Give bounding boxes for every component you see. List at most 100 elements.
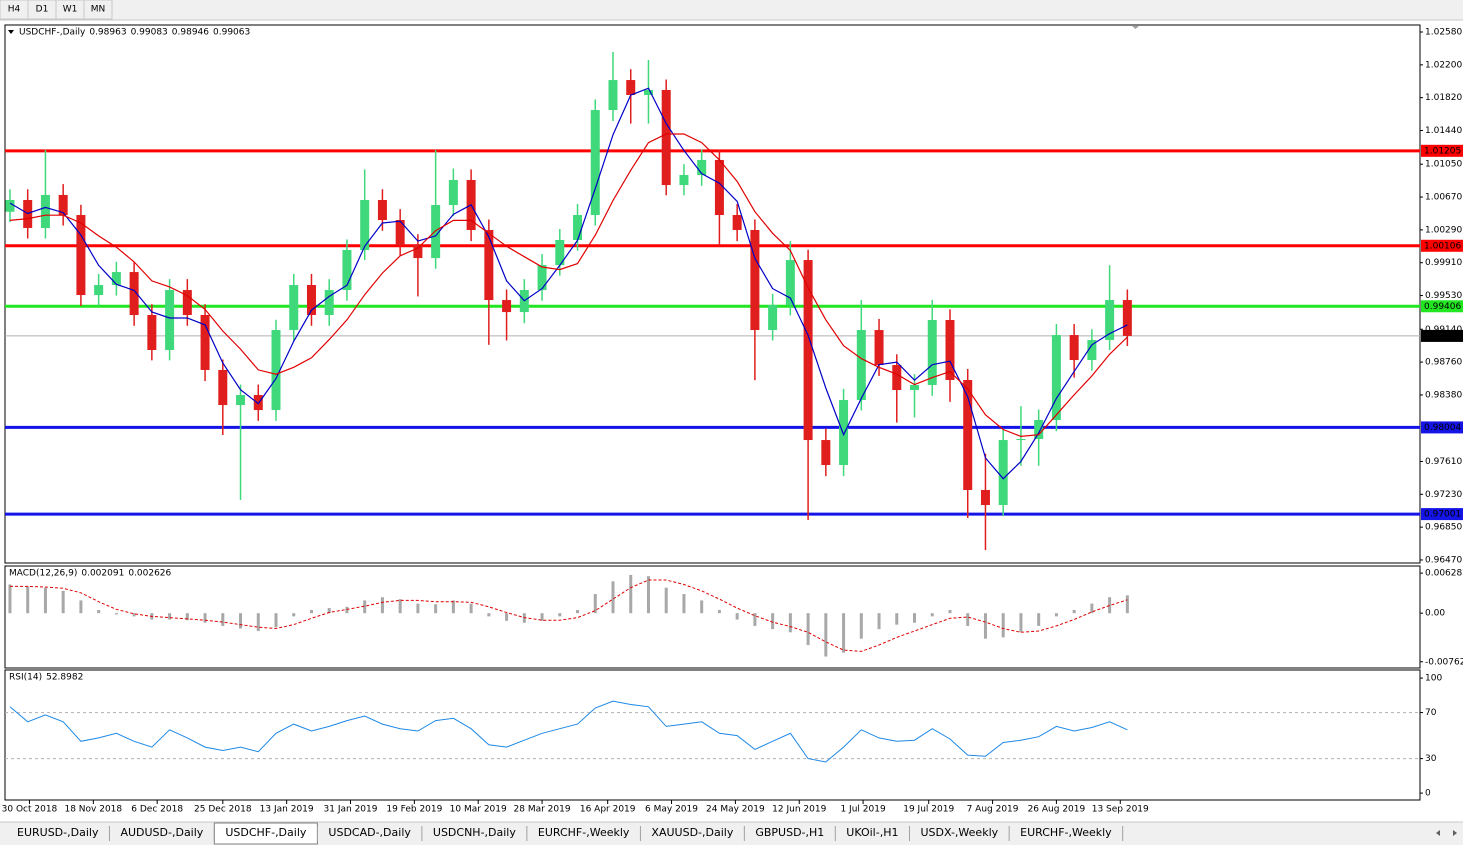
- rsi-line: [9, 700, 1128, 763]
- tab-label[interactable]: GBPUSD-,H1: [755, 826, 824, 839]
- macd-bar: [327, 608, 331, 614]
- y-tick-label: 0.98760: [1425, 358, 1462, 368]
- x-tick-label: 13 Sep 2019: [1092, 805, 1149, 815]
- tab-label[interactable]: AUDUSD-,Daily: [120, 826, 203, 839]
- candle-body: [324, 290, 334, 315]
- indicator-header: 0.99083: [131, 28, 168, 38]
- candle-body: [573, 215, 583, 240]
- macd-bar: [593, 594, 597, 614]
- y-tick-label: 0.97610: [1425, 457, 1462, 467]
- macd-bar: [26, 586, 30, 614]
- candle-body: [679, 175, 689, 186]
- y-tick-label: 0.00: [1425, 609, 1445, 619]
- candle-body: [94, 285, 104, 296]
- macd-bar: [895, 613, 899, 625]
- y-tick-label: -0.00762: [1425, 657, 1463, 667]
- macd-bar: [239, 613, 243, 629]
- timeframe-label[interactable]: H4: [8, 5, 21, 15]
- macd-bar: [434, 604, 438, 614]
- indicator-header: 0.002091: [81, 569, 124, 579]
- candle-body: [661, 89, 671, 186]
- macd-bar: [132, 613, 136, 617]
- macd-bar: [576, 609, 580, 614]
- candle-body: [182, 290, 192, 315]
- tab-label[interactable]: USDCNH-,Daily: [433, 826, 516, 839]
- tab-label[interactable]: USDX-,Weekly: [920, 826, 998, 839]
- macd-bar: [1108, 597, 1112, 614]
- timeframe-label[interactable]: D1: [36, 5, 49, 15]
- candle-body: [1105, 300, 1115, 340]
- timeframe-label[interactable]: W1: [63, 5, 78, 15]
- level-label-box: [1421, 239, 1463, 252]
- rsi-panel: [4, 669, 1421, 801]
- candle-body: [1051, 335, 1061, 420]
- x-tick-label: 18 Nov 2018: [64, 805, 122, 815]
- macd-bar: [629, 574, 633, 614]
- moving-average: [9, 87, 1128, 480]
- candle-body: [360, 199, 370, 251]
- timeframe-label[interactable]: MN: [91, 5, 106, 15]
- indicator-header: MACD(12,26,9): [9, 569, 77, 579]
- candle-body: [856, 330, 866, 401]
- candle-body: [750, 229, 760, 331]
- x-tick-label: 25 Dec 2018: [194, 805, 252, 815]
- candle-body: [980, 489, 990, 506]
- tab-label[interactable]: XAUUSD-,Daily: [651, 826, 733, 839]
- y-tick-label: 0: [1425, 789, 1431, 799]
- macd-bar: [292, 613, 296, 617]
- macd-bar: [221, 613, 225, 626]
- x-tick-label: 28 Mar 2019: [514, 805, 571, 815]
- tab-label[interactable]: EURCHF-,Weekly: [538, 826, 630, 839]
- macd-bar: [877, 613, 881, 630]
- macd-bar: [398, 599, 402, 614]
- x-tick-label: 6 May 2019: [645, 805, 698, 815]
- tab-scroll-right[interactable]: [1453, 830, 1457, 836]
- macd-bar: [469, 603, 473, 614]
- candle-body: [236, 395, 246, 406]
- macd-bar: [788, 613, 792, 633]
- candle-body: [253, 395, 263, 411]
- candle-body: [271, 330, 281, 411]
- tab-label[interactable]: USDCHF-,Daily: [225, 826, 307, 839]
- tab-label[interactable]: EURCHF-,Weekly: [1020, 826, 1112, 839]
- x-tick-label: 30 Oct 2018: [2, 805, 58, 815]
- x-tick-label: 6 Dec 2018: [131, 805, 183, 815]
- candle-body: [590, 110, 600, 216]
- indicator-header: 0.98946: [172, 28, 209, 38]
- macd-bar: [753, 613, 757, 626]
- level-label: 1.01205: [1424, 146, 1461, 156]
- macd-bar: [806, 613, 810, 646]
- tab-bar: [0, 822, 1463, 845]
- macd-bar: [168, 613, 172, 620]
- chart-menu-arrow[interactable]: [8, 30, 14, 34]
- level-label: 0.97001: [1424, 510, 1461, 520]
- macd-bar: [1019, 613, 1023, 633]
- macd-bar: [983, 613, 987, 639]
- macd-bar: [966, 613, 970, 626]
- y-tick-label: 1.00670: [1425, 193, 1462, 203]
- y-tick-label: 0.006282: [1425, 569, 1463, 579]
- candle-body: [963, 379, 973, 490]
- macd-bar: [664, 587, 668, 614]
- tab-label[interactable]: UKOil-,H1: [846, 826, 898, 839]
- macd-bar: [1001, 613, 1005, 638]
- tab-label[interactable]: USDCAD-,Daily: [328, 826, 411, 839]
- x-tick-label: 10 Mar 2019: [450, 805, 507, 815]
- macd-bar: [416, 603, 420, 614]
- x-tick-label: 1 Jul 2019: [840, 805, 885, 815]
- y-tick-label: 1.01440: [1425, 126, 1462, 136]
- macd-bar: [771, 613, 775, 630]
- tab-label[interactable]: EURUSD-,Daily: [17, 826, 99, 839]
- candle-body: [289, 285, 299, 331]
- macd-bar: [700, 600, 704, 614]
- tab-scroll-left[interactable]: [1436, 830, 1440, 836]
- macd-bar: [451, 600, 455, 614]
- indicator-header: 0.99063: [213, 28, 250, 38]
- macd-bar: [930, 613, 934, 617]
- candle-body: [785, 260, 795, 306]
- timeframe-button[interactable]: [83, 0, 113, 20]
- level-label: 0.98004: [1424, 423, 1461, 433]
- candle-body: [306, 285, 316, 315]
- x-tick-label: 24 May 2019: [706, 805, 765, 815]
- candle-body: [998, 440, 1008, 506]
